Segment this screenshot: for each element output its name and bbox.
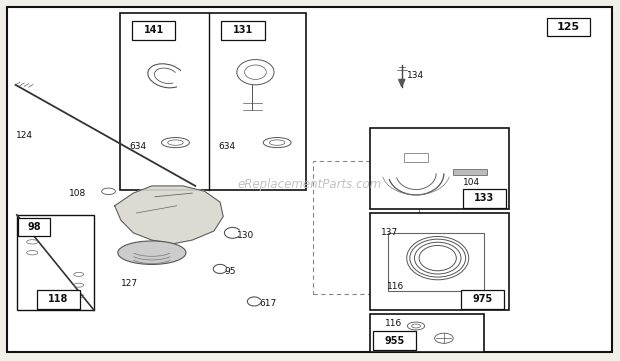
Text: 131: 131 (233, 25, 253, 35)
Bar (463, 189, 506, 208)
Text: 617: 617 (259, 300, 277, 308)
Text: 98: 98 (27, 222, 41, 232)
Bar (37, 290, 80, 309)
Text: 125: 125 (557, 22, 580, 32)
Text: eReplacementParts.com: eReplacementParts.com (238, 178, 382, 191)
Bar (120, 13, 306, 190)
Text: 124: 124 (16, 131, 32, 140)
Text: 104: 104 (463, 178, 480, 187)
Bar (370, 314, 484, 352)
Text: 116: 116 (387, 283, 404, 291)
Text: 975: 975 (472, 294, 492, 304)
Bar (132, 21, 175, 40)
Bar (221, 21, 265, 40)
Text: 116: 116 (385, 319, 402, 328)
Text: 127: 127 (121, 279, 138, 288)
Text: 133: 133 (474, 193, 494, 203)
Bar (461, 290, 504, 309)
Bar (404, 153, 428, 162)
Ellipse shape (118, 241, 186, 264)
Bar (17, 215, 94, 310)
Text: 118: 118 (48, 294, 68, 304)
Bar (388, 233, 484, 291)
Polygon shape (399, 79, 405, 87)
Bar (547, 18, 590, 36)
Text: 137: 137 (381, 229, 398, 237)
Text: 634: 634 (218, 142, 236, 151)
Polygon shape (115, 186, 223, 244)
Text: 141: 141 (144, 25, 164, 35)
Text: 130: 130 (237, 231, 254, 240)
Text: 955: 955 (384, 336, 404, 346)
Bar (370, 213, 509, 310)
Bar (370, 128, 509, 209)
Text: 634: 634 (129, 142, 146, 151)
Bar (18, 218, 50, 236)
Text: 134: 134 (407, 71, 425, 80)
Text: 108: 108 (69, 189, 87, 197)
Bar (453, 169, 487, 175)
Bar (373, 331, 416, 350)
Text: 95: 95 (224, 267, 236, 276)
Bar (313, 161, 419, 294)
